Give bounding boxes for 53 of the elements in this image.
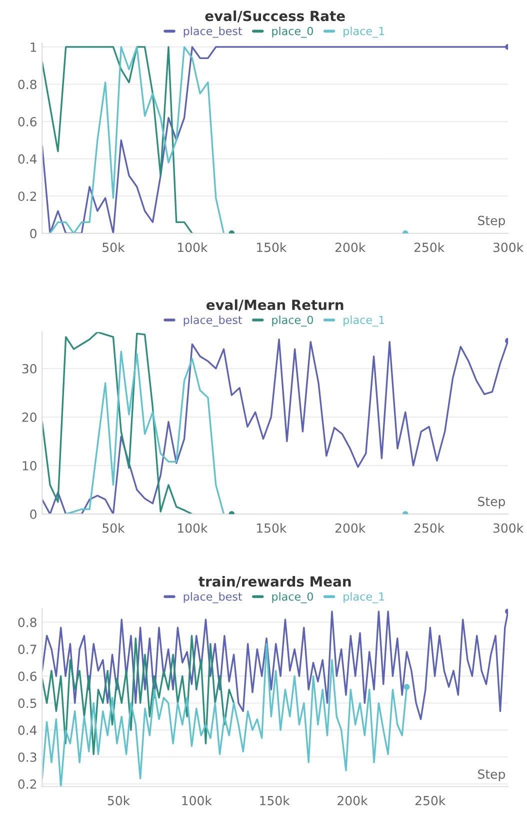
legend-label: place_1 (344, 315, 384, 327)
y-tick-label: 0.6 (18, 672, 37, 682)
y-tick-label: 1 (30, 42, 36, 52)
x-tick-label: 200k (335, 523, 366, 533)
x-tick-label: 50k (102, 242, 125, 252)
line-series (42, 634, 235, 756)
legend-label: place_best (184, 592, 242, 604)
y-tick-label: 0.6 (18, 117, 37, 126)
x-axis-title: Step (478, 769, 506, 782)
x-tick-label: 250k (414, 523, 445, 533)
x-tick-label: 150k (256, 242, 287, 252)
line-series (42, 46, 194, 234)
y-tick-label: 0 (30, 510, 36, 520)
x-tick-label: 50k (102, 523, 125, 533)
x-tick-label: 250k (415, 796, 446, 806)
x-tick-label: 100k (182, 796, 212, 806)
x-tick-label: 50k (108, 796, 130, 806)
line-series (65, 350, 225, 514)
y-tick-label: 0.8 (18, 618, 36, 628)
x-tick-label: 250k (414, 242, 445, 252)
y-tick-label: 0.8 (18, 80, 36, 90)
x-tick-label: 100k (178, 242, 208, 252)
x-tick-label: 200k (335, 242, 366, 252)
y-tick-label: 30 (22, 364, 36, 374)
y-tick-label: 0.4 (18, 725, 37, 735)
y-tick-label: 0.2 (18, 779, 36, 789)
y-tick-label: 0.3 (18, 752, 36, 762)
chart-title: eval/Success Rate (205, 10, 345, 22)
y-tick-label: 0 (30, 228, 36, 238)
x-axis-title: Step (478, 496, 506, 509)
legend-label: place_best (184, 315, 242, 327)
y-tick-label: 0.7 (18, 644, 36, 654)
y-tick-label: 0.2 (18, 192, 36, 202)
line-series (49, 46, 225, 234)
y-tick-label: 0.5 (18, 698, 36, 708)
legend-label: place_0 (272, 26, 313, 38)
chart-title: eval/Mean Return (206, 299, 344, 312)
legend-label: place_0 (272, 592, 313, 604)
x-axis-title: Step (478, 216, 506, 228)
x-tick-label: 100k (178, 523, 208, 533)
x-tick-label: 300k (493, 523, 524, 533)
legend-label: place_0 (272, 315, 313, 327)
y-tick-label: 0.4 (18, 154, 37, 164)
x-tick-label: 150k (256, 523, 287, 533)
legend-label: place_1 (344, 592, 384, 604)
x-tick-label: 200k (338, 796, 368, 806)
x-tick-label: 150k (260, 796, 290, 806)
chart-title: train/rewards Mean (198, 576, 351, 588)
y-tick-label: 20 (22, 412, 36, 422)
x-tick-label: 300k (493, 242, 524, 252)
y-tick-label: 10 (22, 461, 36, 470)
legend-label: place_1 (344, 26, 384, 38)
legend-label: place_best (184, 26, 242, 38)
